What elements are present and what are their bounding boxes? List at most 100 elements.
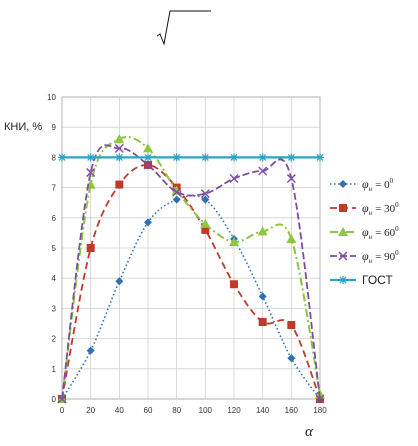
- triangle-marker: [143, 143, 153, 153]
- legend-value: = 90: [375, 251, 395, 263]
- x-tick-label: 40: [115, 406, 124, 415]
- x-tick-labels: 0 20 40 60 80 100 120 140 160 180: [60, 406, 327, 415]
- x-marker: [229, 174, 239, 184]
- y-tick-labels: 0 1 2 3 4 5 6 7 8 9 10: [47, 93, 56, 404]
- legend-label: φн = 900: [362, 249, 399, 265]
- y-tick-label: 4: [52, 274, 57, 283]
- star-marker: [58, 153, 66, 162]
- diamond-marker: [144, 218, 152, 227]
- legend-label: ГОСТ: [362, 273, 393, 287]
- star-marker-stroke: [259, 153, 267, 161]
- square-marker: [115, 180, 124, 189]
- legend-subscript: н: [369, 209, 373, 217]
- y-tick-label: 2: [52, 335, 57, 344]
- star-marker: [86, 153, 95, 162]
- legend-symbol: φ: [362, 249, 369, 263]
- y-tick-label: 0: [52, 395, 57, 404]
- legend-item: φн = 600: [330, 225, 399, 241]
- x-tick-label: 100: [199, 406, 213, 415]
- y-tick-label: 1: [52, 365, 57, 374]
- star-marker-stroke: [87, 153, 95, 161]
- x-marker-stroke: [338, 251, 348, 261]
- legend-label: φн = 00: [362, 177, 394, 193]
- legend-subscript: н: [369, 185, 373, 193]
- x-marker-stroke: [258, 166, 268, 176]
- triangle-marker: [286, 233, 297, 243]
- y-tick-label: 8: [52, 153, 57, 162]
- star-marker-stroke: [58, 153, 66, 161]
- star-marker: [258, 153, 267, 162]
- series-2: [57, 134, 325, 403]
- star-marker: [115, 153, 124, 162]
- x-tick-label: 60: [144, 406, 153, 415]
- legend-symbol: φ: [362, 225, 369, 239]
- star-marker-stroke: [287, 153, 295, 161]
- legend-value: = 60: [375, 227, 395, 239]
- y-tick-label: 10: [47, 93, 56, 102]
- diamond-marker: [201, 195, 210, 204]
- x-tick-label: 160: [285, 406, 299, 415]
- star-marker: [144, 153, 152, 162]
- diamond-marker: [339, 180, 347, 188]
- x-marker: [114, 143, 124, 153]
- x-marker-stroke: [229, 174, 239, 184]
- legend-symbol: φ: [362, 201, 369, 215]
- x-marker-stroke: [143, 160, 153, 170]
- star-marker: [287, 153, 296, 162]
- series-line: [61, 164, 321, 400]
- star-marker-stroke: [316, 153, 324, 161]
- legend-value: = 30: [375, 203, 395, 215]
- square-marker: [339, 204, 347, 212]
- x-marker: [143, 160, 153, 170]
- star-marker: [339, 276, 347, 284]
- star-marker-stroke: [230, 153, 238, 161]
- legend-label: φн = 300: [362, 201, 399, 217]
- x-marker: [57, 394, 67, 404]
- x-marker-stroke: [200, 189, 210, 199]
- star-marker-stroke: [144, 153, 152, 161]
- legend-item: φн = 00: [330, 177, 394, 193]
- x-marker-stroke: [86, 168, 96, 177]
- triangle-marker: [114, 134, 125, 144]
- star-marker: [230, 153, 238, 162]
- legend-item: φн = 300: [330, 201, 399, 217]
- series-line: [61, 135, 321, 400]
- x-marker: [315, 394, 325, 404]
- x-marker: [86, 168, 96, 177]
- x-axis-title: α: [305, 424, 314, 440]
- x-marker-stroke: [57, 394, 67, 404]
- legend-symbol: φ: [362, 177, 369, 191]
- x-tick-label: 140: [256, 406, 270, 415]
- series-line: [61, 144, 321, 400]
- legend-item: φн = 900: [330, 249, 399, 265]
- diamond-marker: [258, 292, 267, 301]
- series-4: [58, 153, 324, 162]
- square-marker: [201, 225, 210, 234]
- legend-subscript: н: [369, 233, 373, 241]
- legend-superscript: 0: [395, 201, 399, 209]
- diamond-marker: [115, 277, 124, 286]
- diamond-marker: [86, 346, 95, 355]
- triangle-marker: [257, 226, 268, 236]
- legend-superscript: 0: [395, 249, 399, 257]
- star-marker-stroke: [173, 153, 181, 161]
- x-marker-stroke: [286, 174, 296, 184]
- legend-value: = 0: [375, 179, 390, 191]
- y-axis-title: КНИ, %: [4, 121, 42, 133]
- diamond-marker: [287, 354, 296, 363]
- x-tick-label: 20: [86, 406, 95, 415]
- series-1: [58, 160, 324, 403]
- legend-item: ГОСТ: [330, 273, 393, 287]
- x-tick-label: 0: [60, 406, 65, 415]
- series-3: [57, 143, 325, 404]
- square-root-sign: [156, 10, 211, 46]
- x-marker-stroke: [315, 394, 325, 404]
- legend-label: φн = 600: [362, 225, 399, 241]
- series-layer: [57, 134, 325, 404]
- x-tick-label: 80: [172, 406, 181, 415]
- x-tick-label: 180: [313, 406, 327, 415]
- x-marker: [200, 189, 210, 199]
- triangle-marker: [229, 236, 239, 246]
